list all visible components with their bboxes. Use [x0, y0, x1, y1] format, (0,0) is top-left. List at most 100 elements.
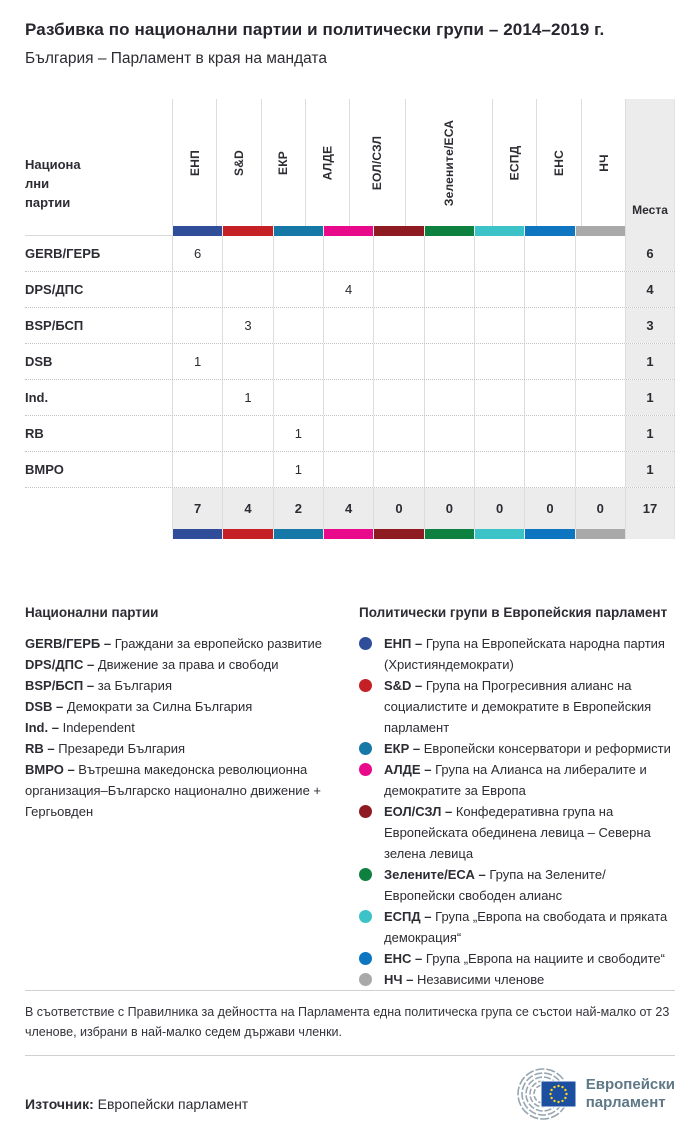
political-groups-legend: Политически групи в Европейския парламен…	[359, 605, 675, 990]
group-legend-item: ЕСПД – Група „Европа на свободата и пряк…	[359, 906, 675, 948]
group-header-label: НЧ	[596, 153, 611, 172]
seats-cell: 1	[624, 344, 675, 379]
party-legend-item: ВМРО – Вътрешна македонска революционна …	[25, 759, 341, 822]
legends-section: Национални партии GERB/ГЕРБ – Граждани з…	[25, 605, 675, 990]
political-groups-legend-list: ЕНП – Група на Европейската народна парт…	[359, 633, 675, 990]
group-header-cell: ЕНП	[172, 99, 216, 226]
group-color-dot-icon	[359, 805, 372, 818]
value-cell	[322, 380, 373, 415]
group-legend-desc: Група на Европейската народна партия (Хр…	[384, 636, 665, 672]
party-label: GERB/ГЕРБ	[25, 246, 101, 261]
party-legend-item: GERB/ГЕРБ – Граждани за европейско разви…	[25, 633, 341, 654]
group-legend-desc: Независими членове	[417, 972, 545, 987]
party-label: ВМРО	[25, 462, 64, 477]
group-header-cell: ЕКР	[260, 99, 305, 226]
seats-cell: 6	[624, 236, 675, 271]
group-color-dot-icon	[359, 742, 372, 755]
group-color-swatch	[574, 226, 625, 236]
logo-word-1: Европейски	[585, 1076, 675, 1093]
party-legend-desc: за България	[97, 678, 172, 693]
group-color-dot-icon	[359, 868, 372, 881]
national-parties-legend-list: GERB/ГЕРБ – Граждани за европейско разви…	[25, 633, 341, 822]
group-legend-code: ЕКР –	[384, 741, 421, 756]
value-cell	[272, 308, 323, 343]
page-title: Разбивка по национални партии и политиче…	[25, 20, 605, 39]
logo-wordmark: Европейски парламент	[586, 1076, 675, 1112]
group-legend-desc: Група на Прогресивния алианс на социалис…	[384, 678, 652, 735]
group-legend-code: НЧ –	[384, 972, 414, 987]
value-cell	[373, 308, 423, 343]
value-cell	[222, 452, 272, 487]
group-color-swatch	[373, 529, 424, 539]
divider-top	[25, 990, 675, 991]
value-cell	[524, 236, 574, 271]
group-legend-text: ЕСПД – Група „Европа на свободата и пряк…	[384, 906, 675, 948]
party-legend-code: BSP/БСП –	[25, 678, 95, 693]
seats-header-label: Места	[632, 203, 668, 217]
value-cell	[574, 272, 625, 307]
group-color-swatch	[272, 529, 323, 539]
group-legend-item: ЕКР – Европейски консерватори и реформис…	[359, 738, 675, 759]
table-row: GERB/ГЕРБ 6 6	[25, 236, 675, 271]
total-seats-cell: 17	[624, 488, 675, 529]
value-cell	[222, 416, 272, 451]
parliament-hemicycle-icon	[516, 1068, 577, 1120]
group-legend-text: АЛДЕ – Група на Алианса на либералите и …	[384, 759, 675, 801]
party-label: Ind.	[25, 390, 49, 405]
corner-label: Национа лни партии	[25, 157, 81, 211]
group-color-swatch	[574, 529, 625, 539]
group-legend-desc: Европейски консерватори и реформисти	[423, 741, 671, 756]
group-color-swatch	[423, 529, 474, 539]
source-line: Източник: Европейски парламент	[25, 1096, 248, 1112]
group-color-dot-icon	[359, 910, 372, 923]
value-cell	[473, 380, 524, 415]
value-cell: 4	[322, 272, 373, 307]
value-cell	[172, 272, 222, 307]
group-color-swatch	[473, 226, 525, 236]
group-legend-item: ЕНС – Група „Европа на нациите и свободи…	[359, 948, 675, 969]
value-cell	[172, 452, 222, 487]
seats-bar-cell	[624, 529, 675, 539]
value-cell	[373, 344, 423, 379]
divider-bottom	[25, 1055, 675, 1056]
value-cell	[524, 380, 574, 415]
party-legend-desc: Independent	[62, 720, 135, 735]
group-header-label: ЕОЛ/СЗЛ	[370, 135, 385, 190]
seats-by-group-table: Национа лни партии ЕНП S&D ЕКР АЛДЕ ЕОЛ/СЗЛ Зе…	[25, 99, 676, 539]
group-header-cell: НЧ	[580, 99, 625, 226]
value-cell	[524, 452, 574, 487]
value-cell	[373, 236, 423, 271]
group-header-cell: ЕСПД	[492, 99, 536, 226]
table-row: DPS/ДПС 4 4	[25, 271, 675, 307]
table-row: BSP/БСП 3 3	[25, 307, 675, 343]
group-color-swatch	[373, 226, 424, 236]
bar-label-spacer	[25, 226, 172, 236]
value-cell	[423, 236, 474, 271]
value-cell: 6	[172, 236, 222, 271]
national-parties-legend: Национални партии GERB/ГЕРБ – Граждани з…	[25, 605, 359, 990]
total-value-cell: 0	[524, 488, 575, 529]
value-cell	[172, 416, 222, 451]
value-cell	[172, 308, 222, 343]
group-color-dot-icon	[359, 973, 372, 986]
group-legend-item: АЛДЕ – Група на Алианса на либералите и …	[359, 759, 675, 801]
group-color-swatch	[524, 529, 575, 539]
group-legend-code: АЛДЕ –	[384, 762, 432, 777]
group-legend-text: ЕНС – Група „Европа на нациите и свободи…	[384, 948, 675, 969]
party-legend-desc: Граждани за европейско развитие	[114, 636, 323, 651]
party-legend-desc: Движение за права и свободи	[97, 657, 279, 672]
group-legend-text: ЕКР – Европейски консерватори и реформис…	[384, 738, 675, 759]
group-legend-desc: Група „Европа на свободата и пряката дем…	[384, 909, 668, 945]
value-cell	[423, 452, 474, 487]
group-legend-code: ЕОЛ/СЗЛ –	[384, 804, 453, 819]
value-cell: 3	[222, 308, 272, 343]
value-cell	[373, 380, 423, 415]
table-header-row: Национа лни партии ЕНП S&D ЕКР АЛДЕ ЕОЛ/СЗЛ Зе…	[25, 99, 676, 226]
party-label: RB	[25, 426, 44, 441]
source-text: Европейски парламент	[93, 1096, 249, 1112]
table-row: ВМРО 1 1	[25, 451, 675, 487]
totals-label-spacer	[25, 488, 172, 529]
total-value-cell: 0	[574, 488, 625, 529]
party-label: DPS/ДПС	[25, 282, 84, 297]
